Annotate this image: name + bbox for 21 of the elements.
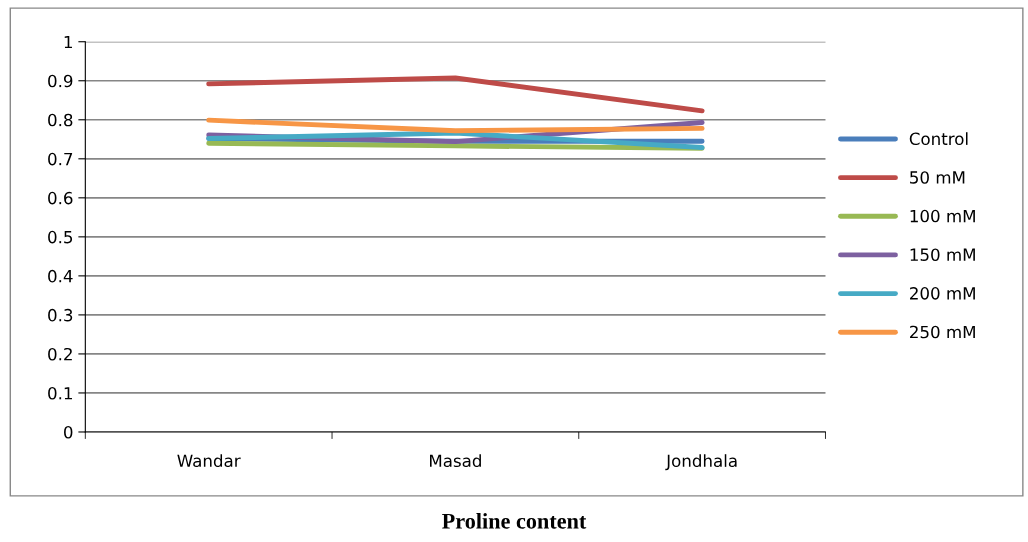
y-tick-label: 0.2 bbox=[48, 347, 72, 361]
y-tick-label: 1 bbox=[64, 35, 72, 49]
legend-label: 200 mM bbox=[910, 287, 975, 300]
x-tick-label: Jondhala bbox=[665, 454, 737, 471]
y-tick-label: 0.4 bbox=[48, 269, 73, 283]
y-tick-label: 0 bbox=[64, 425, 73, 439]
y-tick-label: 0.8 bbox=[48, 113, 73, 127]
x-tick-label: Wandar bbox=[177, 454, 241, 468]
x-tick-label: Masad bbox=[430, 454, 481, 468]
legend-label: 150 mM bbox=[910, 248, 975, 262]
legend-label: 50 mM bbox=[910, 171, 965, 184]
legend-label: 100 mM bbox=[910, 209, 975, 223]
legend-label: Control bbox=[909, 132, 968, 146]
y-tick-label: 0.3 bbox=[48, 308, 73, 322]
y-tick-label: 0.1 bbox=[48, 386, 72, 400]
y-tick-label: 0.5 bbox=[48, 230, 73, 244]
text: Proline content bbox=[442, 513, 587, 529]
y-tick-label: 0.7 bbox=[48, 152, 73, 166]
y-tick-label: 0.9 bbox=[48, 74, 73, 88]
legend-label: 250 mM bbox=[910, 325, 975, 339]
y-tick-label: 0.6 bbox=[48, 191, 73, 205]
